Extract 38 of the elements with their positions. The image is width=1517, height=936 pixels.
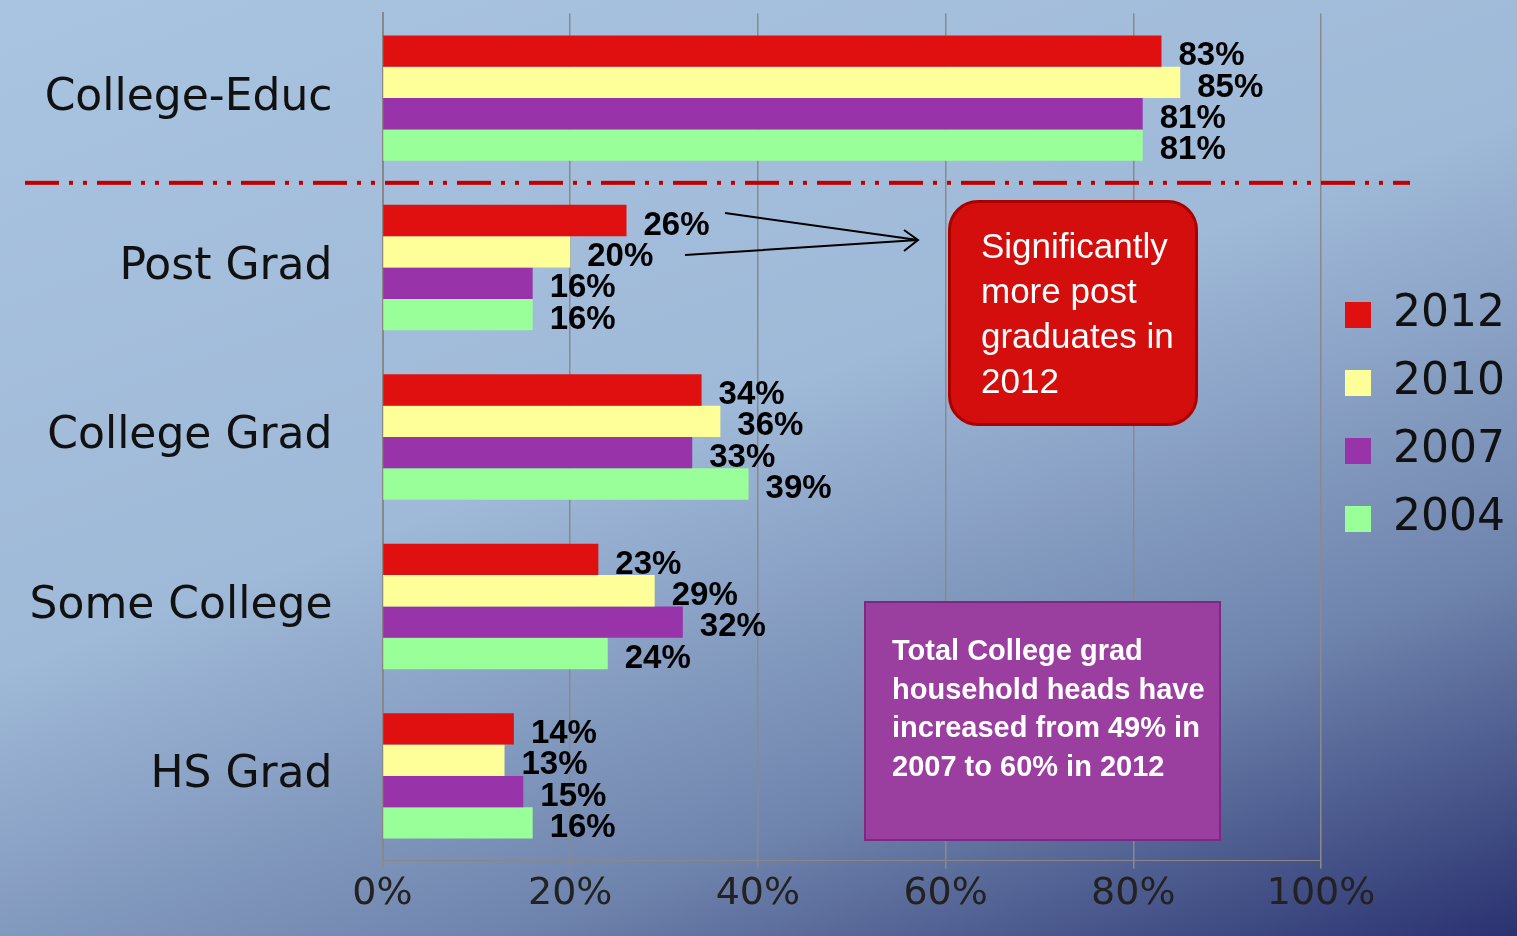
y-tick-label: College Grad [47,407,333,459]
x-tick-label: 40% [715,869,801,914]
bar [383,437,693,469]
bar [383,298,533,331]
y-tick-label: HS Grad [150,746,333,798]
y-tick-label: College-Educ [44,68,333,120]
data-label: 24% [624,637,691,675]
bar [383,606,683,638]
legend-label: 2012 [1393,285,1506,337]
x-tick-label: 80% [1091,869,1176,914]
x-tick-label: 60% [903,869,988,914]
y-tick-label: Some College [29,576,333,628]
bar [383,405,721,437]
bar [383,98,1143,130]
bar [383,468,749,500]
legend-label: 2010 [1393,353,1506,405]
bar [383,267,533,299]
x-tick-label: 20% [527,869,613,914]
bar [383,713,514,745]
x-tick-label: 100% [1266,869,1376,914]
callout-box: Significantly more post graduates in 2012 [948,200,1198,426]
bar [383,236,571,268]
bar [383,637,608,670]
bar [383,204,627,237]
bar [383,744,505,776]
bar [383,129,1143,161]
bar [383,775,524,808]
y-tick-label: Post Grad [119,238,333,289]
bar [383,807,533,839]
bar [383,374,702,406]
legend-label: 2004 [1393,489,1506,541]
bar [383,543,599,576]
bar [383,35,1162,67]
x-tick-label: 0% [352,869,413,914]
bar [383,66,1181,99]
bar [383,575,655,607]
callout-box: Total College grad household heads have increased from 49% in 2007 to 60% in 2012 [864,601,1221,841]
legend-label: 2007 [1393,421,1506,473]
